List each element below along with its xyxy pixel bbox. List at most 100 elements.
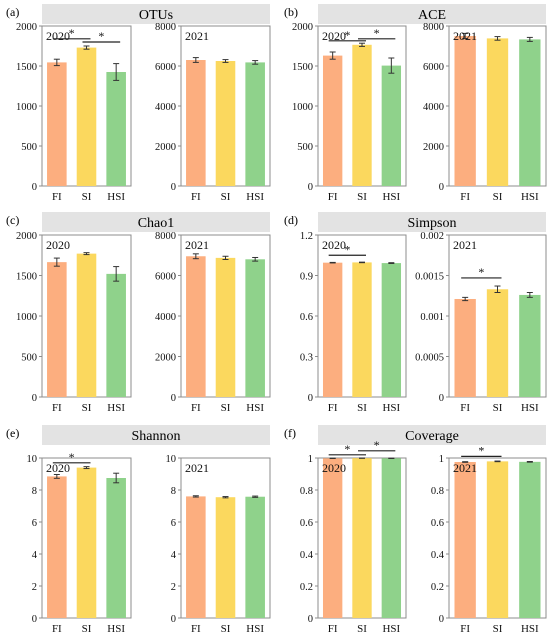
y-tick-label: 6000 xyxy=(155,62,176,73)
y-tick-label: 0 xyxy=(308,182,313,193)
subplot-c-2020: 0 500 1000 1500 2000 FI SI HSI 2020 xyxy=(16,231,132,414)
y-tick-label: 8000 xyxy=(155,231,176,242)
y-tick-label: 2000 xyxy=(155,142,176,153)
y-tick-label: 4000 xyxy=(423,102,444,113)
x-tick-label-si: SI xyxy=(82,623,92,635)
panel-c: (c) Chao1 0 500 1000 1500 2000 FI SI HSI 2020 0 2… xyxy=(6,212,271,414)
bar-fi xyxy=(454,36,476,186)
year-label: 2021 xyxy=(185,461,209,475)
subplot-e-2020: 0 2 4 6 8 10 FI SI HSI 2020* xyxy=(27,450,132,635)
bar-si xyxy=(215,497,236,618)
panel-title-f: Coverage xyxy=(405,429,459,444)
bar-si xyxy=(352,44,372,186)
y-tick-label: 0.001 xyxy=(420,312,444,323)
bar-fi xyxy=(186,496,206,618)
significance-star: * xyxy=(69,450,75,464)
x-tick-label-hsi: HSI xyxy=(107,623,125,635)
panel-e: (e) Shannon 0 2 4 6 8 10 FI SI HSI 2020* 0 2 4 6 8 10 F… xyxy=(6,425,271,635)
x-tick-label-fi: FI xyxy=(191,623,201,635)
significance-star: * xyxy=(98,29,104,43)
panel-title-b: ACE xyxy=(418,8,446,23)
panel-title-e: Shannon xyxy=(132,429,181,444)
y-tick-label: 0 xyxy=(439,182,444,193)
panel-header-bg-f xyxy=(318,425,546,445)
y-tick-label: 2 xyxy=(171,582,176,593)
significance-star: * xyxy=(69,26,75,40)
subplot-e-2021: 0 2 4 6 8 10 FI SI HSI 2021 xyxy=(166,454,271,635)
y-tick-label: 1 xyxy=(308,454,313,465)
x-tick-label-hsi: HSI xyxy=(382,402,400,414)
bar-si xyxy=(76,47,97,186)
y-tick-label: 0.3 xyxy=(300,353,313,364)
panel-header-bg-b xyxy=(318,4,546,24)
x-tick-label-hsi: HSI xyxy=(246,402,264,414)
bar-si xyxy=(352,458,372,618)
bar-hsi xyxy=(106,273,126,397)
bar-si xyxy=(215,257,236,397)
bar-hsi xyxy=(381,458,402,618)
bar-hsi xyxy=(381,65,402,186)
y-tick-label: 0 xyxy=(171,393,176,404)
y-tick-label: 2 xyxy=(32,582,37,593)
y-tick-label: 2000 xyxy=(155,353,176,364)
x-tick-label-fi: FI xyxy=(52,191,62,203)
y-tick-label: 10 xyxy=(166,454,177,465)
panel-letter-b: (b) xyxy=(284,5,298,19)
bar-hsi xyxy=(519,39,541,187)
panel-letter-d: (d) xyxy=(284,213,298,227)
bar-hsi xyxy=(519,294,541,397)
year-label: 2021 xyxy=(453,238,477,252)
y-tick-label: 4000 xyxy=(155,312,176,323)
y-tick-label: 0.6 xyxy=(300,518,313,529)
x-tick-label-fi: FI xyxy=(328,402,338,414)
x-tick-label-fi: FI xyxy=(191,191,201,203)
bar-fi xyxy=(47,62,67,186)
year-label: 2020 xyxy=(322,461,346,475)
bar-si xyxy=(215,61,236,186)
y-tick-label: 1500 xyxy=(292,62,313,73)
significance-star: * xyxy=(374,26,380,40)
y-tick-label: 0 xyxy=(171,614,176,625)
y-tick-label: 0 xyxy=(439,614,444,625)
y-tick-label: 0 xyxy=(308,393,313,404)
y-tick-label: 0.4 xyxy=(431,550,445,561)
significance-star: * xyxy=(478,443,484,457)
y-tick-label: 0 xyxy=(32,182,37,193)
panel-header-bg-e xyxy=(42,425,270,445)
y-tick-label: 6 xyxy=(32,518,37,529)
bar-fi xyxy=(322,55,343,186)
bar-hsi xyxy=(106,72,126,186)
year-label: 2020 xyxy=(322,238,346,252)
bar-hsi xyxy=(245,62,265,186)
panel-letter-c: (c) xyxy=(6,213,19,227)
y-tick-label: 0.0005 xyxy=(415,353,444,364)
y-tick-label: 0.8 xyxy=(431,486,444,497)
y-tick-label: 1000 xyxy=(16,102,37,113)
y-tick-label: 6000 xyxy=(423,62,444,73)
y-tick-label: 0.4 xyxy=(300,550,314,561)
bar-si xyxy=(352,262,372,397)
y-tick-label: 0 xyxy=(439,393,444,404)
x-tick-label-hsi: HSI xyxy=(382,191,400,203)
bar-si xyxy=(486,38,509,187)
panel-title-a: OTUs xyxy=(139,8,173,23)
bar-si xyxy=(76,467,97,618)
panel-letter-f: (f) xyxy=(284,426,296,440)
x-tick-label-fi: FI xyxy=(460,402,470,414)
year-label: 2020 xyxy=(46,461,70,475)
x-tick-label-si: SI xyxy=(357,402,367,414)
y-tick-label: 2000 xyxy=(16,231,37,242)
x-tick-label-si: SI xyxy=(221,623,231,635)
x-tick-label-si: SI xyxy=(493,402,503,414)
x-tick-label-fi: FI xyxy=(328,191,338,203)
bar-fi xyxy=(454,462,476,618)
subplot-d-2020: 0 0.3 0.6 0.9 1.2 FI SI HSI 2020* xyxy=(300,231,407,414)
y-tick-label: 500 xyxy=(21,353,37,364)
year-label: 2021 xyxy=(185,29,209,43)
bar-hsi xyxy=(245,496,265,618)
x-tick-label-fi: FI xyxy=(52,623,62,635)
x-tick-label-hsi: HSI xyxy=(521,623,539,635)
